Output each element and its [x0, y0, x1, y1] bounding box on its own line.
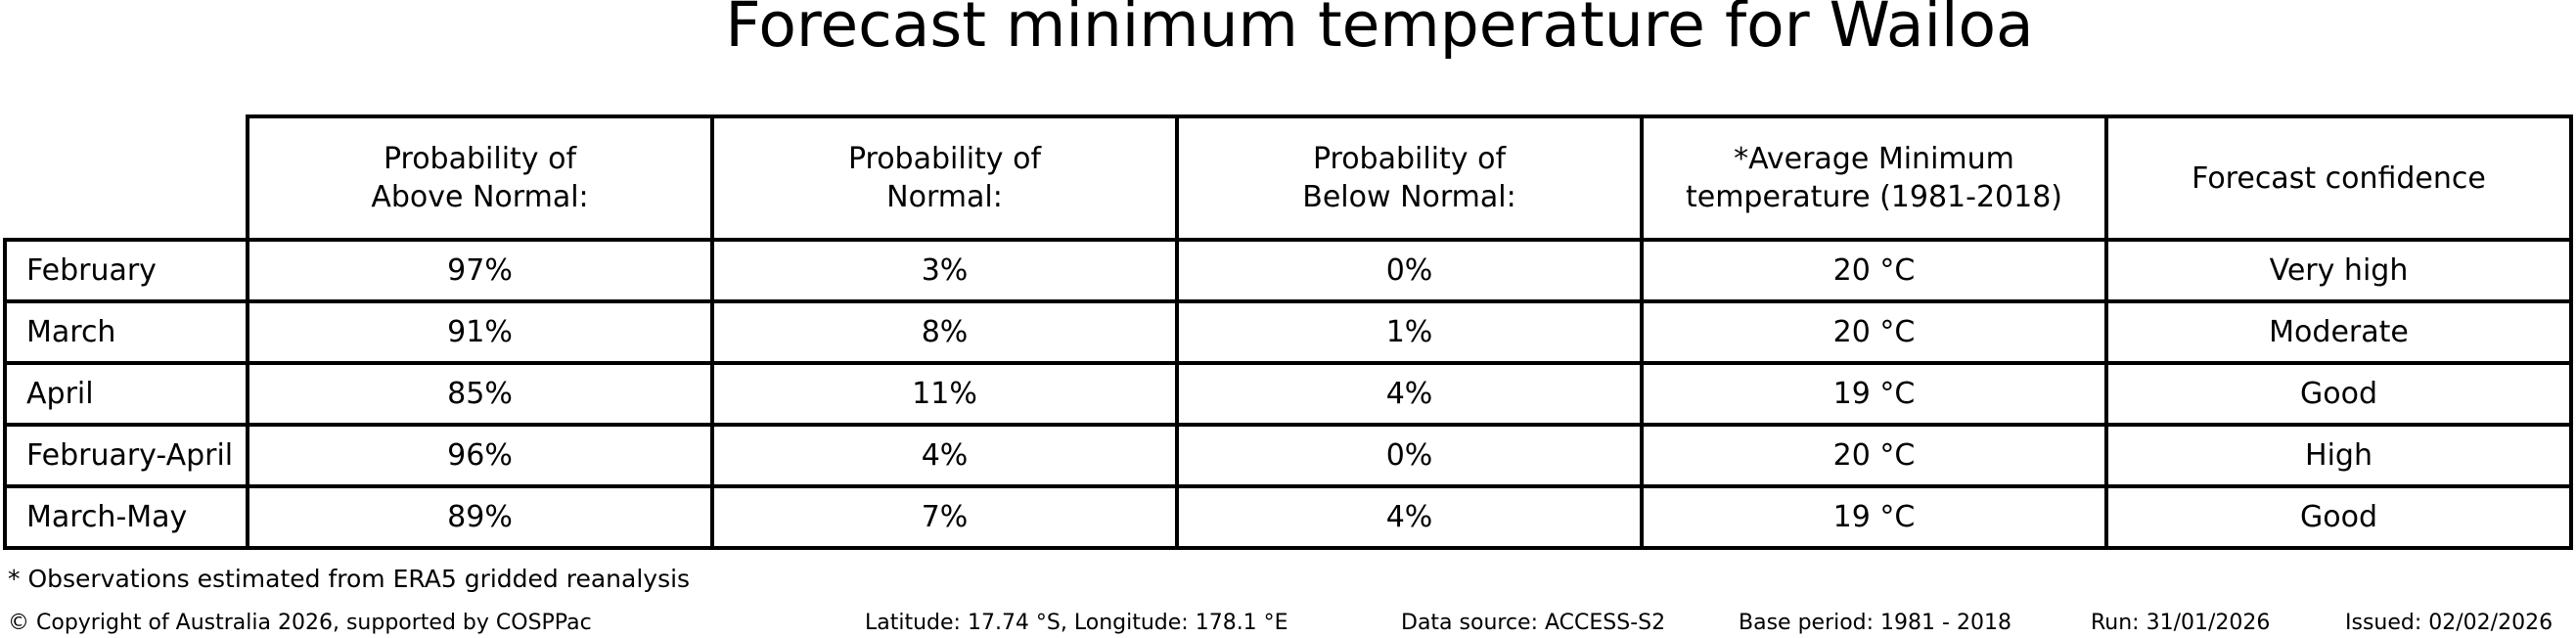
cell-normal: 11% — [710, 361, 1179, 427]
cell-above-normal: 96% — [246, 423, 714, 488]
table-row-february: February 97% 3% 0% 20 °C Very high — [3, 238, 2573, 303]
row-label: February — [3, 238, 249, 303]
cell-confidence: Good — [2104, 484, 2573, 550]
cell-below-normal: 1% — [1175, 299, 1644, 365]
cell-below-normal: 4% — [1175, 484, 1644, 550]
copyright-text: © Copyright of Australia 2026, supported… — [8, 611, 592, 635]
cell-below-normal: 0% — [1175, 423, 1644, 488]
cell-above-normal: 85% — [246, 361, 714, 427]
cell-normal: 3% — [710, 238, 1179, 303]
table-row-february-april: February-April 96% 4% 0% 20 °C High — [3, 423, 2573, 488]
row-label: April — [3, 361, 249, 427]
row-label: March-May — [3, 484, 249, 550]
table-row-april: April 85% 11% 4% 19 °C Good — [3, 361, 2573, 427]
data-source-text: Data source: ACCESS-S2 — [1401, 611, 1666, 635]
cell-confidence: Very high — [2104, 238, 2573, 303]
cell-normal: 7% — [710, 484, 1179, 550]
cell-above-normal: 91% — [246, 299, 714, 365]
cell-below-normal: 0% — [1175, 238, 1644, 303]
cell-confidence: High — [2104, 423, 2573, 488]
location-text: Latitude: 17.74 °S, Longitude: 178.1 °E — [865, 611, 1288, 635]
table-row-march-may: March-May 89% 7% 4% 19 °C Good — [3, 484, 2573, 550]
cell-confidence: Moderate — [2104, 299, 2573, 365]
cell-confidence: Good — [2104, 361, 2573, 427]
cell-average-minimum: 19 °C — [1640, 484, 2108, 550]
column-header-confidence: Forecast confidence — [2104, 114, 2573, 242]
issued-date-text: Issued: 02/02/2026 — [2345, 611, 2553, 635]
cell-average-minimum: 20 °C — [1640, 299, 2108, 365]
column-header-normal: Probability of Normal: — [710, 114, 1179, 242]
cell-above-normal: 89% — [246, 484, 714, 550]
cell-average-minimum: 19 °C — [1640, 361, 2108, 427]
table-header-row: Probability of Above Normal: Probability… — [5, 114, 2573, 242]
row-label: March — [3, 299, 249, 365]
observations-footnote: * Observations estimated from ERA5 gridd… — [8, 565, 691, 593]
forecast-table: Probability of Above Normal: Probability… — [3, 114, 2573, 550]
cell-average-minimum: 20 °C — [1640, 238, 2108, 303]
run-date-text: Run: 31/01/2026 — [2091, 611, 2271, 635]
cell-normal: 4% — [710, 423, 1179, 488]
base-period-text: Base period: 1981 - 2018 — [1739, 611, 2011, 635]
corner-cell — [5, 116, 248, 240]
column-header-average-minimum: *Average Minimum temperature (1981-2018) — [1640, 114, 2108, 242]
cell-above-normal: 97% — [246, 238, 714, 303]
footer-bar: © Copyright of Australia 2026, supported… — [0, 611, 2576, 638]
column-header-above-normal: Probability of Above Normal: — [246, 114, 714, 242]
row-label: February-April — [3, 423, 249, 488]
page-title: Forecast minimum temperature for Wailoa — [725, 0, 2034, 61]
column-header-below-normal: Probability of Below Normal: — [1175, 114, 1644, 242]
table-row-march: March 91% 8% 1% 20 °C Moderate — [3, 299, 2573, 365]
cell-below-normal: 4% — [1175, 361, 1644, 427]
cell-normal: 8% — [710, 299, 1179, 365]
cell-average-minimum: 20 °C — [1640, 423, 2108, 488]
